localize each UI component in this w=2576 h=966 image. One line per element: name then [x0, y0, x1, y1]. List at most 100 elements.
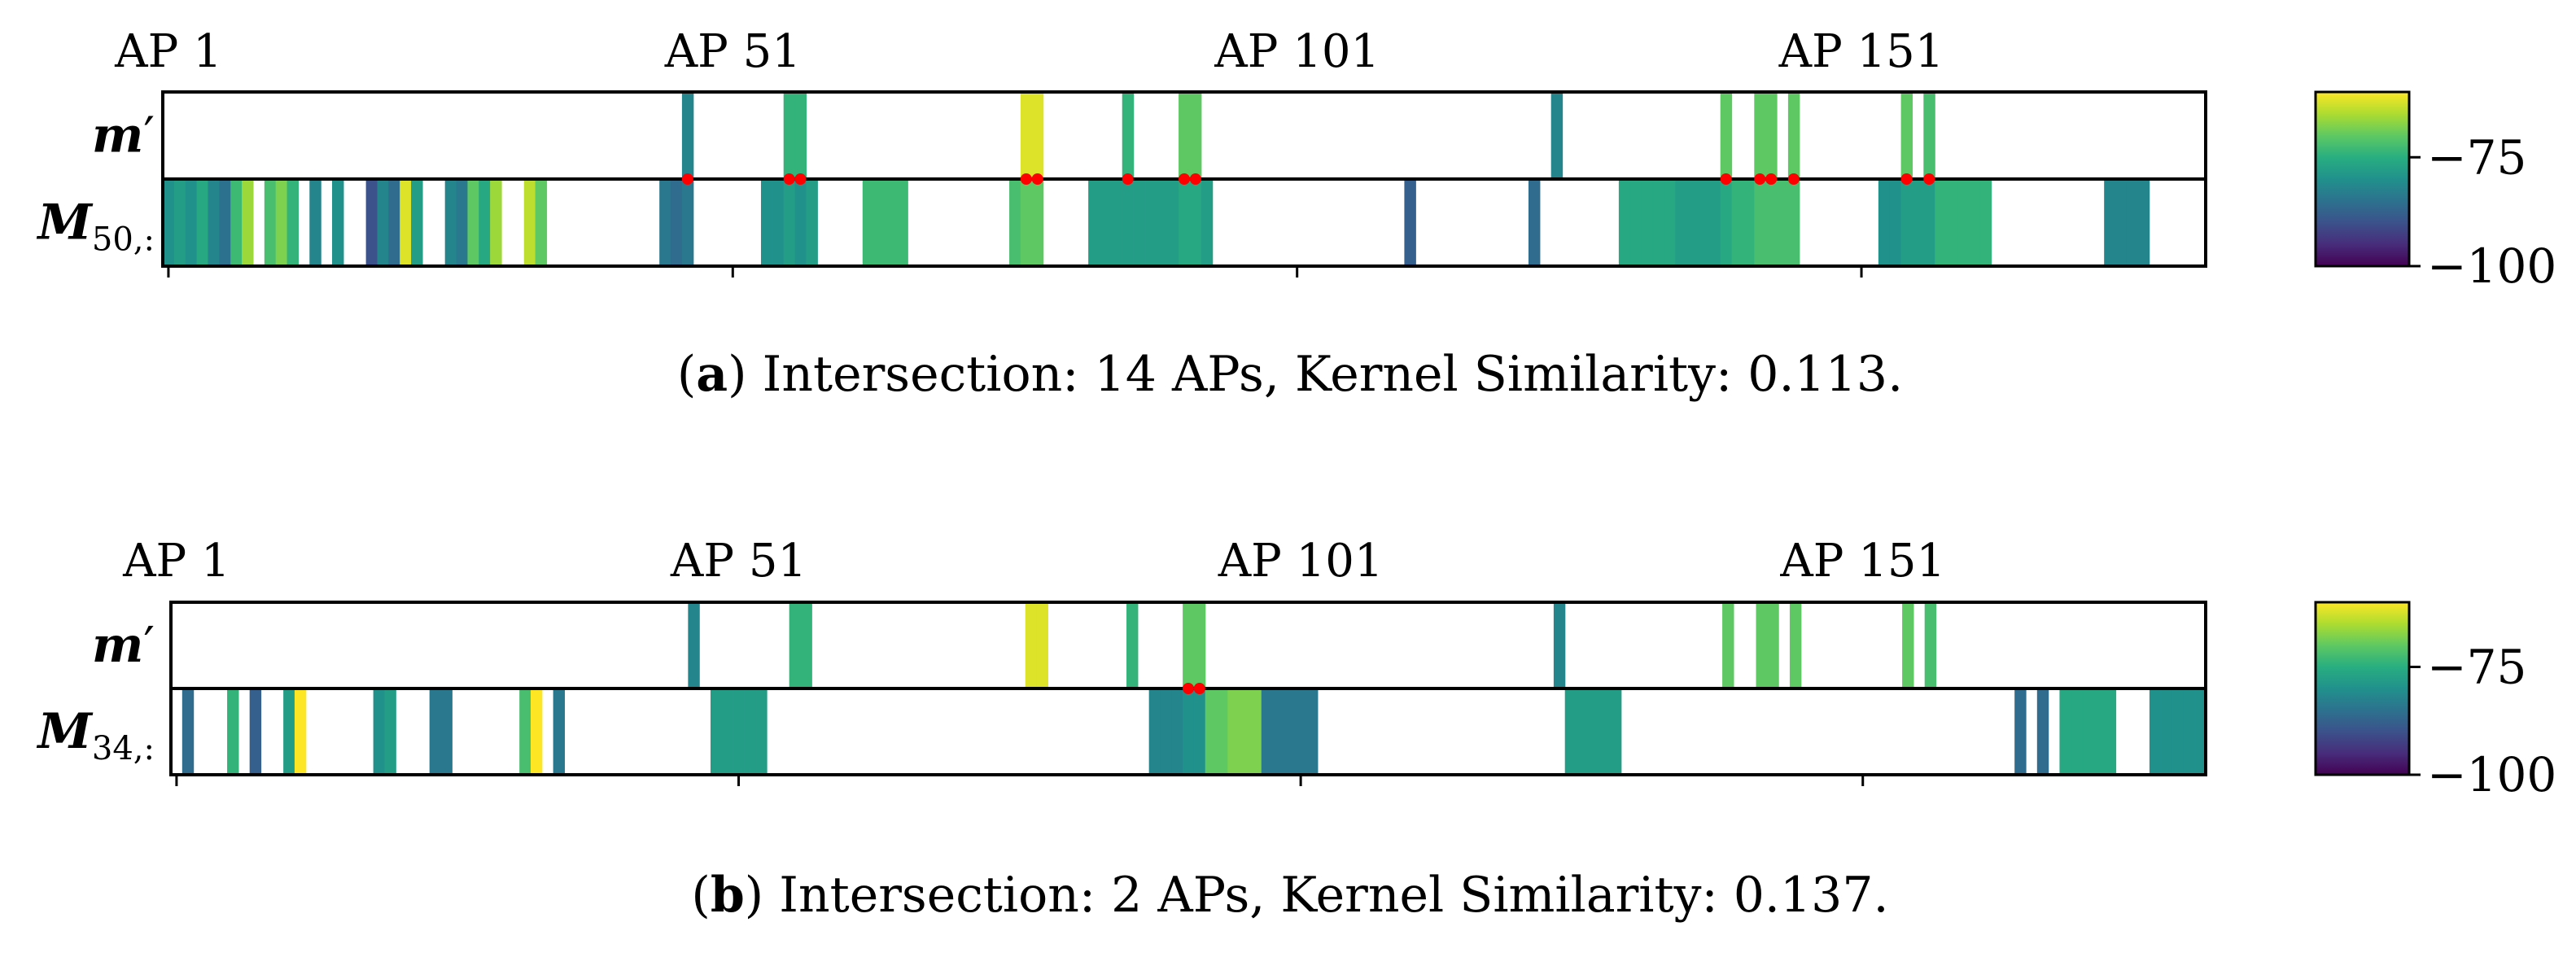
heat-cell-ap-33-row-2: [530, 688, 543, 775]
colorbar: [2314, 601, 2411, 776]
heat-cell-ap-24-row-2: [429, 688, 442, 775]
intersection-marker-ap-77: [1020, 173, 1032, 185]
x-tick-label: AP 51: [670, 535, 807, 588]
heat-cell-ap-160-row-2: [1957, 179, 1970, 266]
heat-cell-ap-174-row-2: [2115, 179, 2128, 266]
heat-cell-ap-169-row-2: [2059, 688, 2071, 775]
heat-cell-ap-176-row-2: [2137, 179, 2150, 266]
heat-cell-ap-134-row-2: [1664, 179, 1676, 266]
heat-cell-ap-88-row-2: [1144, 179, 1157, 266]
heat-cell-ap-143-row-1: [1767, 602, 1779, 688]
heat-cell-ap-127-row-2: [1587, 688, 1599, 775]
heat-cell-ap-65-row-2: [885, 179, 897, 266]
heat-cell-ap-87-row-2: [1133, 179, 1146, 266]
heat-cell-ap-45-row-2: [659, 179, 671, 266]
heat-cell-ap-142-row-2: [1754, 179, 1766, 266]
heat-cell-ap-173-row-2: [2104, 179, 2116, 266]
heat-cell-ap-93-row-2: [1205, 688, 1218, 775]
row-label: M50,:: [36, 195, 155, 259]
heat-cell-ap-139-row-1: [1720, 92, 1733, 179]
heat-cell-ap-51-row-2: [733, 688, 746, 775]
intersection-marker-ap-145: [1787, 173, 1800, 185]
heat-cell-ap-11-row-2: [283, 688, 295, 775]
heat-cell-ap-155-row-1: [1902, 602, 1914, 688]
heat-cell-ap-133-row-2: [1652, 179, 1664, 266]
heat-cell-ap-28-row-2: [467, 179, 479, 266]
heat-cell-ap-78-row-1: [1036, 602, 1048, 688]
intersection-marker-ap-91: [1179, 173, 1190, 185]
heat-cell-ap-77-row-1: [1020, 92, 1033, 179]
heat-cell-ap-159-row-2: [1946, 179, 1958, 266]
heat-cell-ap-91-row-2: [1179, 179, 1191, 266]
heat-cell-ap-16-row-2: [332, 179, 344, 266]
heat-cell-ap-181-row-2: [2194, 688, 2206, 775]
heat-cell-ap-142-row-1: [1754, 92, 1766, 179]
intersection-marker-ap-92: [1189, 173, 1201, 185]
heat-cell-ap-23-row-2: [411, 179, 423, 266]
heat-cell-ap-178-row-2: [2160, 688, 2173, 775]
heat-cell-ap-171-row-2: [2082, 688, 2094, 775]
intersection-marker-ap-157: [1923, 173, 1935, 185]
heat-cell-ap-132-row-2: [1641, 179, 1654, 266]
caption: (b) Intersection: 2 APs, Kernel Similari…: [691, 867, 1888, 924]
heat-cell-ap-129-row-2: [1609, 688, 1622, 775]
heat-cell-ap-90-row-2: [1171, 688, 1183, 775]
heat-cell-ap-92-row-1: [1189, 92, 1202, 179]
heat-cell-ap-55-row-2: [772, 179, 785, 266]
heat-cell-ap-86-row-1: [1122, 92, 1135, 179]
heat-cell-ap-77-row-2: [1020, 179, 1033, 266]
heat-cell-ap-145-row-1: [1789, 602, 1802, 688]
row-label: m′: [92, 107, 155, 164]
heat-cell-ap-136-row-2: [1686, 179, 1699, 266]
intersection-marker-ap-139: [1720, 173, 1732, 185]
heat-cell-ap-95-row-2: [1227, 688, 1240, 775]
intersection-marker-ap-91: [1183, 683, 1194, 694]
heat-cell-ap-124-row-1: [1553, 602, 1566, 688]
intersection-marker-ap-78: [1031, 173, 1043, 185]
heat-cell-ap-46-row-2: [671, 179, 683, 266]
x-tick-label: AP 51: [664, 25, 801, 78]
heat-cell-ap-111-row-2: [1404, 179, 1416, 266]
heat-cell-ap-54-row-2: [760, 179, 773, 266]
heat-cell-ap-83-row-2: [1088, 179, 1100, 266]
heat-cell-ap-157-row-1: [1923, 92, 1935, 179]
heat-cell-ap-175-row-2: [2126, 179, 2139, 266]
heat-cell-ap-145-row-1: [1787, 92, 1800, 179]
heat-cell-ap-53-row-2: [755, 688, 768, 775]
heat-cell-ap-92-row-2: [1189, 179, 1202, 266]
heat-cell-ap-157-row-2: [1923, 179, 1935, 266]
heat-cell-ap-85-row-2: [1110, 179, 1123, 266]
heat-cell-ap-162-row-2: [1979, 179, 1992, 266]
heat-cell-ap-140-row-2: [1731, 179, 1744, 266]
row-label: M34,:: [36, 703, 155, 767]
heat-cell-ap-19-row-2: [373, 688, 386, 775]
heat-cell-ap-12-row-2: [286, 179, 300, 266]
caption: (a) Intersection: 14 APs, Kernel Similar…: [677, 346, 1903, 403]
heat-cell-ap-122-row-2: [1528, 179, 1541, 266]
heat-cell-ap-170-row-2: [2071, 688, 2083, 775]
heat-cell-ap-97-row-2: [1249, 688, 1262, 775]
heat-cell-ap-155-row-1: [1900, 92, 1913, 179]
heat-cell-ap-32-row-2: [519, 688, 531, 775]
heat-cell-ap-57-row-2: [794, 179, 807, 266]
heat-cell-ap-6-row-2: [227, 688, 239, 775]
heat-cell-ap-2-row-2: [173, 179, 186, 266]
heat-cell-ap-154-row-2: [1889, 179, 1902, 266]
x-tick-label: AP 101: [1218, 535, 1384, 588]
heat-cell-ap-86-row-2: [1122, 179, 1135, 266]
heat-cell-ap-56-row-1: [783, 92, 796, 179]
heat-cell-ap-66-row-2: [896, 179, 908, 266]
heat-cell-ap-125-row-2: [1564, 688, 1577, 775]
heat-cell-ap-8-row-2: [242, 179, 254, 266]
heat-cell-ap-139-row-1: [1722, 602, 1734, 688]
x-tick-label: AP 151: [1779, 535, 1945, 588]
heat-cell-ap-135-row-2: [1675, 179, 1687, 266]
colorbar-tick-label: −75: [2427, 640, 2526, 695]
colorbar-tick-label: −100: [2427, 238, 2556, 294]
heat-cell-ap-86-row-1: [1126, 602, 1139, 688]
heat-cell-ap-145-row-2: [1787, 179, 1800, 266]
x-tick-label: AP 1: [122, 535, 230, 588]
heat-cell-ap-6-row-2: [219, 179, 231, 266]
heat-cell-ap-153-row-2: [1878, 179, 1891, 266]
heat-cell-ap-35-row-2: [553, 688, 566, 775]
